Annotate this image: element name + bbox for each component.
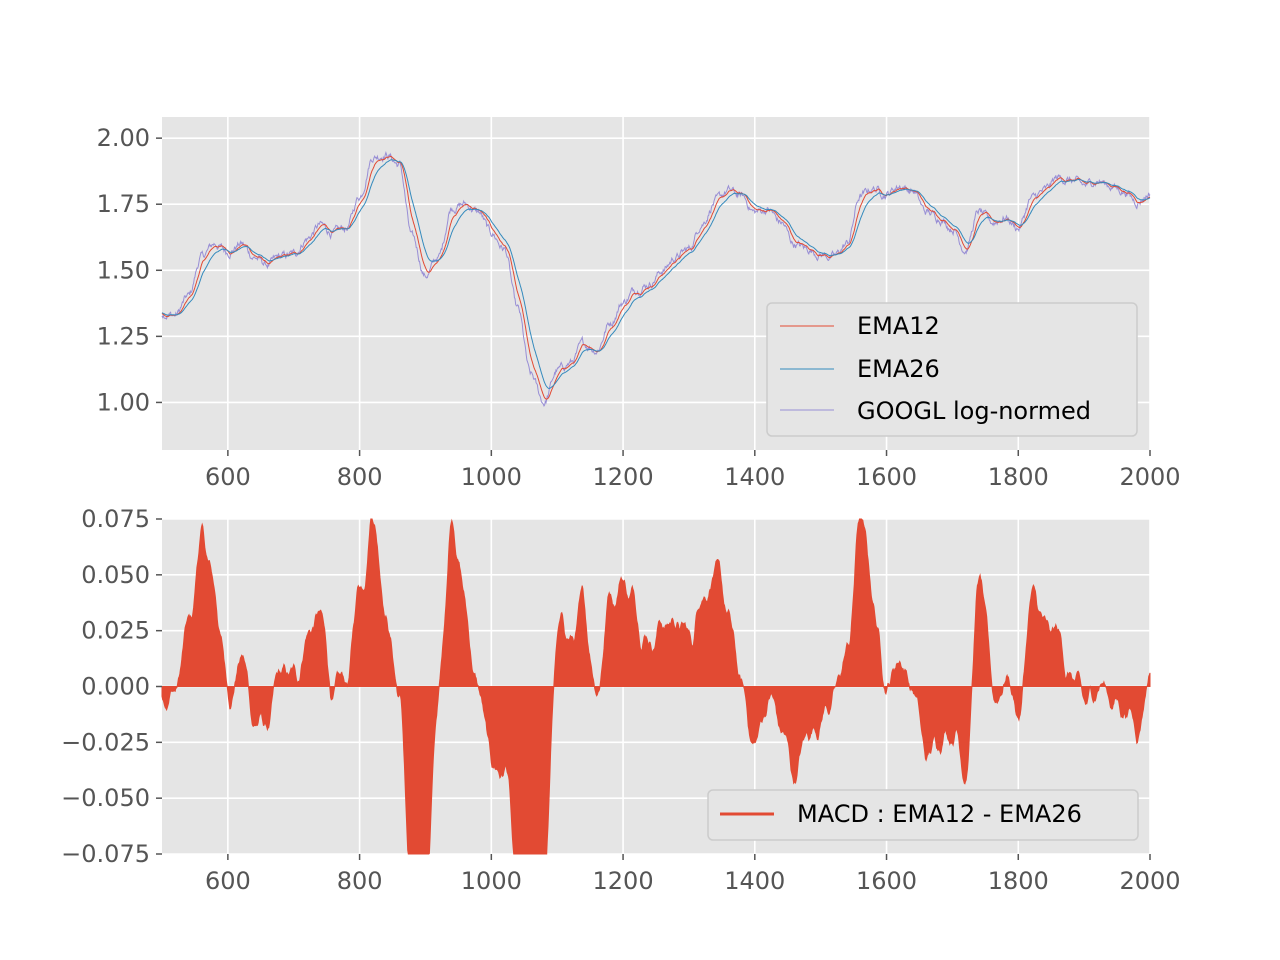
top-xtick-label: 2000 [1119,463,1180,491]
bottom-xtick-label: 1600 [856,867,917,895]
legend-label-ema12: EMA12 [857,312,940,340]
series-line-ema26 [161,159,1151,390]
y-axis-ticks: −0.075 −0.050 −0.025 0.000 0.025 0.050 0.075 [61,505,162,868]
top-ytick-label: 1.00 [97,388,150,416]
top-xtick-label: 600 [205,463,251,491]
legend-label-googl: GOOGL log-normed [857,397,1091,425]
x-axis-ticks: 600 800 1000 1200 1400 1600 1800 2000 [205,450,1181,491]
series-line-ema12 [161,155,1151,400]
legend: MACD : EMA12 - EMA26 [707,789,1139,841]
bottom-ytick-label: 0.000 [81,673,150,701]
top-xtick-label: 1600 [856,463,917,491]
bottom-xtick-label: 1800 [988,867,1049,895]
legend: EMA12 EMA26 GOOGL log-normed [766,302,1138,437]
macd-area [161,518,1151,855]
price-ema-axes: 600 800 1000 1200 1400 1600 1800 2000 1.001.251… [97,117,1181,491]
x-axis-ticks: 600 800 1000 1200 1400 1600 1800 2000 [205,854,1181,895]
legend-box [766,302,1138,437]
bottom-ytick-label: 0.075 [81,505,150,533]
bottom-xtick-label: 1200 [593,867,654,895]
top-xtick-label: 1400 [724,463,785,491]
top-ytick-label: 2.00 [97,124,150,152]
bottom-xtick-label: 600 [205,867,251,895]
macd-axes: 600 800 1000 1200 1400 1600 1800 2000 −0.075−0.… [61,505,1180,895]
top-ytick-label: 1.25 [97,322,150,350]
top-xtick-label: 1000 [461,463,522,491]
legend-label-macd: MACD : EMA12 - EMA26 [797,800,1082,828]
legend-box [707,789,1139,841]
bottom-xtick-label: 1400 [724,867,785,895]
top-xtick-label: 800 [337,463,383,491]
legend-label-ema26: EMA26 [857,355,940,383]
bottom-ytick-label: −0.075 [61,840,150,868]
bottom-ytick-label: −0.025 [61,728,150,756]
y-axis-ticks: 1.00 1.25 1.50 1.75 2.00 [97,124,162,416]
bottom-xtick-label: 800 [337,867,383,895]
series-lines [161,150,1151,407]
bottom-ytick-label: 0.050 [81,561,150,589]
top-ytick-label: 1.50 [97,256,150,284]
series-line-googl-log-normed [161,150,1151,407]
bottom-ytick-label: 0.025 [81,617,150,645]
top-xtick-label: 1800 [988,463,1049,491]
top-xtick-label: 1200 [593,463,654,491]
bottom-xtick-label: 1000 [461,867,522,895]
bottom-xtick-label: 2000 [1119,867,1180,895]
top-ytick-label: 1.75 [97,190,150,218]
bottom-ytick-label: −0.050 [61,784,150,812]
macd-area-fill [161,518,1151,855]
